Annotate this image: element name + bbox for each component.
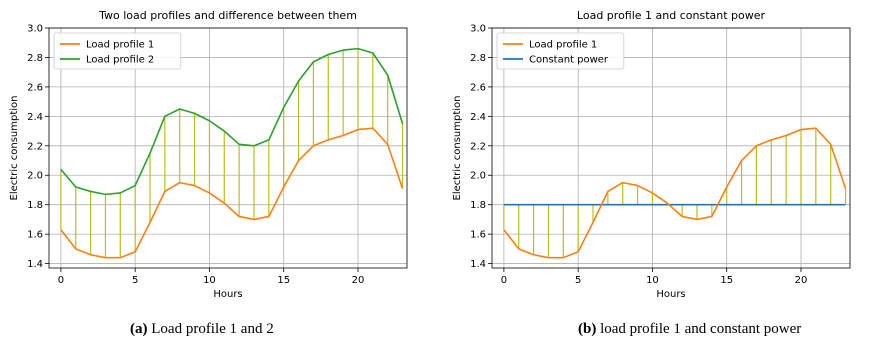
legend-label: Load profile 1: [86, 40, 154, 51]
plot-frame: [491, 27, 851, 269]
legend-box: [496, 32, 625, 70]
x-tick-label: 0: [501, 275, 507, 286]
series-line-load-profile-1: [503, 127, 847, 259]
chart-title: Load profile 1 and constant power: [577, 9, 766, 22]
y-axis-label: Electric consumption: [452, 96, 463, 201]
y-tick-label: 1.8: [27, 200, 43, 211]
y-tick-label: 2.4: [470, 112, 486, 123]
y-axis-label: Electric consumption: [9, 96, 20, 201]
y-tick-label: 3.0: [27, 24, 43, 35]
legend-label: Constant power: [529, 55, 609, 66]
chart-title: Two load profiles and difference between…: [98, 9, 357, 22]
caption-a-tag: (a): [130, 321, 148, 337]
legend-box: [53, 32, 182, 70]
y-tick-label: 1.8: [470, 200, 486, 211]
y-tick-label: 2.0: [27, 171, 43, 182]
y-tick-label: 2.8: [470, 53, 486, 64]
x-axis-label: Hours: [656, 289, 685, 300]
x-tick-label: 15: [277, 275, 290, 286]
x-tick-label: 20: [352, 275, 365, 286]
x-axis-label: Hours: [213, 289, 242, 300]
y-tick-label: 2.4: [27, 112, 43, 123]
y-tick-label: 2.2: [470, 141, 486, 152]
plot-frame: [48, 27, 408, 269]
y-tick-label: 2.8: [27, 53, 43, 64]
y-tick-label: 2.0: [470, 171, 486, 182]
y-tick-label: 2.6: [27, 82, 43, 93]
x-tick-label: 5: [132, 275, 138, 286]
y-tick-label: 1.6: [470, 230, 486, 241]
x-tick-label: 20: [795, 275, 808, 286]
caption-b-tag: (b): [578, 321, 597, 337]
y-tick-label: 3.0: [470, 24, 486, 35]
legend-label: Load profile 2: [86, 55, 154, 66]
x-tick-label: 15: [720, 275, 733, 286]
y-tick-label: 1.4: [27, 259, 43, 270]
caption-a: (a) Load profile 1 and 2: [130, 321, 274, 338]
legend-label: Load profile 1: [529, 40, 597, 51]
y-tick-label: 1.6: [27, 230, 43, 241]
x-tick-label: 10: [203, 275, 216, 286]
x-tick-label: 5: [575, 275, 581, 286]
chart-b: 0 5 10 15 20 1.4 1.6 1.8 2.0 2.2 2.4 2.6 2.8 3.0 Load …: [452, 9, 851, 300]
chart-a: 0 5 10 15 20 1.4 1.6 1.8 2.0 2.2 2.4 2.6 2.8 3.0 Two l…: [9, 9, 408, 300]
y-tick-label: 2.2: [27, 141, 43, 152]
x-tick-label: 0: [58, 275, 64, 286]
caption-b: (b) load profile 1 and constant power: [578, 321, 801, 338]
y-tick-label: 2.6: [470, 82, 486, 93]
series-line-load-profile-1: [60, 127, 404, 259]
caption-b-text: load profile 1 and constant power: [596, 321, 802, 337]
x-tick-label: 10: [646, 275, 659, 286]
y-tick-label: 1.4: [470, 259, 486, 270]
series-line-load-profile-2: [60, 47, 404, 196]
caption-a-text: Load profile 1 and 2: [147, 321, 274, 337]
